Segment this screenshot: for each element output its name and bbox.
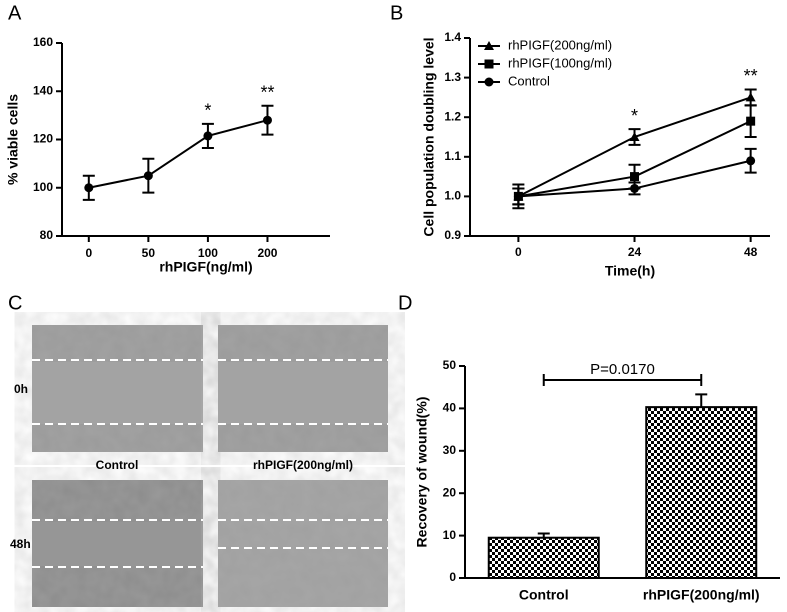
marker <box>629 132 640 141</box>
wound-gap <box>32 362 203 424</box>
wound-edges <box>32 359 388 568</box>
marker <box>262 115 272 125</box>
marker <box>203 131 213 141</box>
marker <box>746 156 756 166</box>
x-tick-label: 100 <box>198 246 218 260</box>
y-tick-label: 10 <box>443 528 457 542</box>
x-tick-label: 200 <box>257 246 277 260</box>
wound-gap <box>32 522 203 566</box>
panel-letter: B <box>390 2 403 24</box>
axis <box>61 43 330 237</box>
marker <box>630 183 640 193</box>
y-tick-label: 120 <box>33 132 53 146</box>
y-axis-label: % viable cells <box>5 94 21 185</box>
significance: * <box>204 101 211 121</box>
wound-gap <box>218 362 388 424</box>
y-tick-label: 80 <box>40 228 54 242</box>
p-value: P=0.0170 <box>590 361 655 378</box>
y-tick-label: 160 <box>33 35 53 49</box>
x-tick-label: 50 <box>142 246 156 260</box>
marker <box>513 191 523 201</box>
line <box>88 119 268 189</box>
x-tick-label: Control <box>519 587 569 603</box>
y-tick-label: 1.2 <box>444 109 461 123</box>
row-label: 48h <box>10 537 31 551</box>
y-tick-label: 1.1 <box>444 149 461 163</box>
marker <box>143 171 153 181</box>
marker <box>484 41 494 50</box>
y-axis-label: Recovery of wound(%) <box>414 397 430 548</box>
error-bar <box>695 393 708 408</box>
x-axis-label: rhPIGF(ng/ml) <box>159 259 252 275</box>
marker <box>484 77 494 87</box>
image-texture <box>218 480 388 607</box>
column-label: Control <box>96 458 139 472</box>
y-tick-label: 0 <box>449 570 456 584</box>
y-tick-label: 50 <box>443 358 457 372</box>
x-tick-label: 48 <box>744 245 758 259</box>
row-label: 0h <box>14 382 28 396</box>
y-tick-label: 0.9 <box>444 228 461 242</box>
y-tick-label: 40 <box>443 401 457 415</box>
y-tick-label: 1.0 <box>444 189 461 203</box>
y-tick-label: 1.3 <box>444 70 461 84</box>
y-axis-label: Cell population doubling level <box>421 37 437 236</box>
legend-label: rhPIGF(200ng/ml) <box>508 37 612 52</box>
column-label: rhPIGF(200ng/ml) <box>253 458 353 472</box>
significance: ** <box>260 82 274 102</box>
significance-bracket <box>542 374 703 386</box>
micrographs: 0h 48h Control rhPIGF(200ng/ml) <box>10 325 388 607</box>
significance: ** <box>744 66 758 86</box>
x-tick-label: 0 <box>85 246 92 260</box>
legend-label: rhPIGF(100ng/ml) <box>508 55 612 70</box>
y-tick-label: 100 <box>33 180 53 194</box>
bar <box>645 406 758 579</box>
legend-label: Control <box>508 73 550 88</box>
marker <box>630 172 640 182</box>
x-tick-label: 24 <box>628 245 642 259</box>
marker <box>746 116 756 126</box>
x-axis-label: Time(h) <box>605 263 655 279</box>
x-tick-label: rhPIGF(200ng/ml) <box>643 587 760 603</box>
marker <box>745 92 756 102</box>
bar <box>487 536 600 579</box>
significance: * <box>631 106 638 126</box>
panel-letter: D <box>398 292 412 314</box>
panel-letter: A <box>8 2 22 24</box>
y-tick-label: 20 <box>443 485 457 499</box>
y-tick-label: 1.4 <box>444 30 461 44</box>
marker <box>84 183 94 193</box>
y-tick-label: 140 <box>33 83 53 97</box>
marker <box>484 59 494 69</box>
x-tick-label: 0 <box>515 245 522 259</box>
panel-letter: C <box>8 292 22 314</box>
y-tick-label: 30 <box>443 443 457 457</box>
